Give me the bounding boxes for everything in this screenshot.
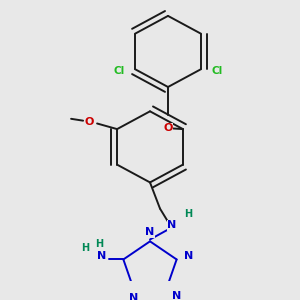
Text: Cl: Cl bbox=[113, 66, 125, 76]
Text: Cl: Cl bbox=[211, 66, 223, 76]
Text: O: O bbox=[84, 117, 94, 127]
Text: H: H bbox=[184, 209, 192, 219]
Text: N: N bbox=[129, 293, 138, 300]
Text: N: N bbox=[167, 220, 177, 230]
Text: N: N bbox=[184, 251, 193, 261]
Text: N: N bbox=[97, 251, 106, 261]
Text: H: H bbox=[95, 239, 104, 250]
Text: H: H bbox=[81, 243, 89, 253]
Text: O: O bbox=[163, 123, 173, 133]
Text: N: N bbox=[146, 227, 154, 237]
Text: N: N bbox=[172, 291, 181, 300]
